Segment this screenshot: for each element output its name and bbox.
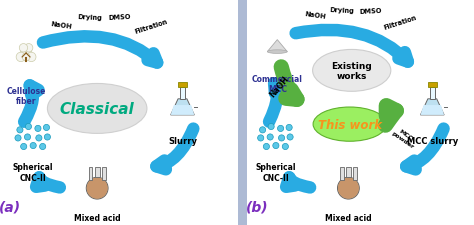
- Polygon shape: [430, 88, 435, 99]
- Circle shape: [260, 127, 266, 133]
- Polygon shape: [180, 88, 185, 99]
- FancyArrowPatch shape: [43, 37, 157, 63]
- FancyArrowPatch shape: [269, 84, 283, 122]
- Text: NaOH: NaOH: [51, 21, 73, 29]
- Text: Cellulose
fiber: Cellulose fiber: [6, 87, 46, 106]
- Polygon shape: [89, 167, 92, 180]
- Circle shape: [36, 135, 42, 141]
- Text: (a): (a): [0, 200, 21, 214]
- Polygon shape: [340, 167, 344, 180]
- Text: Slurry: Slurry: [168, 136, 197, 145]
- Circle shape: [22, 54, 30, 62]
- Text: MCC
powder: MCC powder: [390, 126, 418, 149]
- FancyArrowPatch shape: [385, 106, 396, 126]
- Circle shape: [20, 48, 32, 59]
- Text: MCC slurry: MCC slurry: [407, 136, 458, 145]
- Text: Spherical
CNC-II: Spherical CNC-II: [13, 162, 54, 182]
- FancyArrowPatch shape: [406, 129, 444, 170]
- Polygon shape: [102, 167, 106, 180]
- Polygon shape: [267, 40, 287, 52]
- Circle shape: [86, 177, 108, 199]
- Text: Filtration: Filtration: [383, 14, 418, 30]
- Circle shape: [286, 125, 292, 131]
- Circle shape: [16, 53, 26, 62]
- FancyArrowPatch shape: [286, 178, 310, 188]
- Circle shape: [15, 135, 21, 141]
- Ellipse shape: [47, 84, 147, 134]
- Circle shape: [19, 44, 27, 53]
- Circle shape: [35, 126, 41, 132]
- Text: (b): (b): [246, 200, 268, 214]
- Ellipse shape: [313, 50, 391, 92]
- Circle shape: [268, 124, 274, 130]
- Polygon shape: [171, 99, 194, 115]
- Circle shape: [27, 53, 36, 62]
- Circle shape: [267, 134, 273, 140]
- FancyArrowPatch shape: [36, 178, 60, 188]
- Circle shape: [264, 144, 269, 150]
- Circle shape: [273, 143, 279, 149]
- Circle shape: [17, 127, 23, 133]
- Text: Spherical
CNC-II: Spherical CNC-II: [255, 162, 296, 182]
- Text: Existing
works: Existing works: [331, 61, 372, 81]
- Text: NaOH: NaOH: [268, 74, 291, 99]
- Circle shape: [45, 134, 51, 140]
- Polygon shape: [238, 0, 247, 225]
- Circle shape: [26, 124, 31, 130]
- Text: NaOH: NaOH: [304, 11, 326, 20]
- Text: Drying: Drying: [330, 7, 355, 15]
- Circle shape: [44, 125, 50, 131]
- FancyArrowPatch shape: [24, 86, 38, 122]
- Circle shape: [87, 178, 108, 199]
- Circle shape: [21, 144, 27, 150]
- Polygon shape: [420, 106, 444, 115]
- Circle shape: [258, 135, 264, 141]
- Polygon shape: [346, 167, 351, 178]
- Polygon shape: [95, 167, 100, 178]
- Text: DMSO: DMSO: [108, 14, 131, 21]
- Polygon shape: [353, 167, 357, 180]
- Ellipse shape: [313, 108, 387, 142]
- Text: DMSO: DMSO: [359, 7, 382, 14]
- Circle shape: [287, 134, 293, 140]
- Polygon shape: [178, 83, 187, 88]
- Polygon shape: [420, 99, 444, 115]
- FancyArrowPatch shape: [281, 68, 297, 100]
- Text: Drying: Drying: [78, 14, 102, 21]
- Circle shape: [277, 126, 283, 132]
- Polygon shape: [171, 106, 194, 115]
- Circle shape: [25, 134, 30, 140]
- Circle shape: [39, 144, 46, 150]
- Circle shape: [30, 143, 36, 149]
- Text: Mixed acid
hydrolysis: Mixed acid hydrolysis: [74, 213, 120, 225]
- Polygon shape: [428, 83, 437, 88]
- Circle shape: [337, 177, 359, 199]
- FancyArrowPatch shape: [296, 31, 408, 62]
- Text: This work: This work: [318, 118, 382, 131]
- Circle shape: [338, 178, 359, 199]
- FancyArrowPatch shape: [156, 129, 193, 169]
- Circle shape: [279, 135, 284, 141]
- Circle shape: [283, 144, 289, 150]
- Text: Classical: Classical: [60, 101, 135, 116]
- Ellipse shape: [267, 51, 287, 54]
- Text: Commercial
MCC: Commercial MCC: [252, 74, 303, 94]
- Text: Mixed acid
hydrolysis: Mixed acid hydrolysis: [325, 213, 372, 225]
- Text: Filtration: Filtration: [134, 19, 168, 35]
- Circle shape: [25, 44, 33, 53]
